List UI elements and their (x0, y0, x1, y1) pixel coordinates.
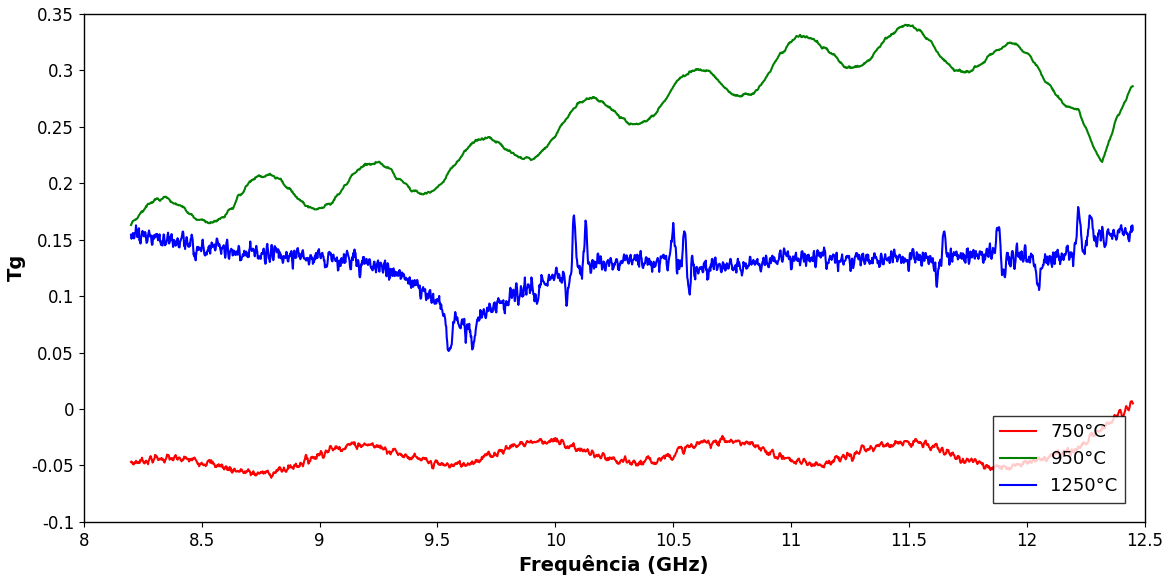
950°C (1096, 154, 1110, 161)
1250°C (1126, 226, 1140, 233)
750°C (1097, 423, 1112, 430)
950°C (914, 27, 928, 34)
Line: 950°C: 950°C (131, 25, 1133, 225)
Line: 1250°C: 1250°C (131, 207, 1133, 351)
1250°C (176, 232, 190, 239)
950°C (176, 203, 190, 210)
Y-axis label: Tg: Tg (7, 254, 26, 282)
950°C (1097, 152, 1112, 159)
1250°C (124, 231, 138, 238)
750°C (176, 457, 190, 464)
950°C (585, 95, 599, 102)
750°C (1126, 400, 1140, 407)
750°C (1124, 398, 1138, 404)
950°C (899, 22, 913, 29)
750°C (612, 460, 626, 467)
750°C (264, 474, 278, 481)
950°C (611, 112, 625, 119)
Line: 750°C: 750°C (131, 401, 1133, 478)
750°C (124, 459, 138, 466)
Legend: 750°C, 950°C, 1250°C: 750°C, 950°C, 1250°C (992, 416, 1124, 503)
750°C (914, 439, 928, 446)
1250°C (1071, 204, 1085, 211)
750°C (1096, 423, 1110, 430)
950°C (1126, 83, 1140, 90)
1250°C (442, 347, 456, 354)
1250°C (1097, 244, 1112, 251)
1250°C (612, 265, 626, 272)
1250°C (585, 258, 599, 265)
1250°C (914, 252, 928, 259)
X-axis label: Frequência (GHz): Frequência (GHz) (519, 555, 709, 575)
750°C (585, 447, 599, 454)
950°C (124, 222, 138, 229)
1250°C (1097, 241, 1112, 248)
